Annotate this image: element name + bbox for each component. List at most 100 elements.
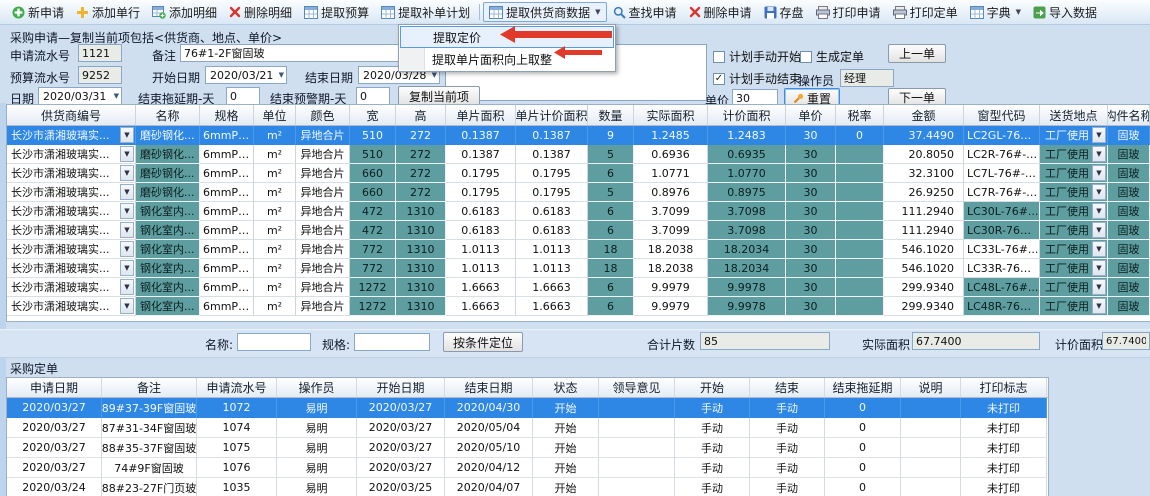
detail-cell[interactable]: 1272	[350, 278, 396, 297]
order-cell[interactable]: 0	[825, 478, 901, 496]
detail-cell[interactable]: 3.7099	[634, 202, 708, 221]
order-cell[interactable]: 1074	[197, 418, 277, 438]
order-cell[interactable]	[599, 458, 675, 478]
detail-cell[interactable]: 工厂使用 ▼	[1040, 183, 1108, 202]
detail-cell[interactable]: 9	[588, 126, 634, 145]
detail-cell[interactable]: 1310	[396, 259, 446, 278]
detail-cell[interactable]: 长沙市潇湘玻璃实... ▼	[7, 202, 136, 221]
detail-cell[interactable]: LC33R-76#...	[964, 259, 1040, 278]
apply-no-field[interactable]	[78, 44, 122, 62]
detail-cell[interactable]: 6mmPLE...	[200, 183, 254, 202]
detail-cell[interactable]: 1.0113	[446, 259, 516, 278]
orders-column-header[interactable]: 状态	[533, 378, 599, 397]
toolbar-button-1[interactable]: 新申请	[6, 2, 70, 22]
detail-cell[interactable]: 18.2034	[708, 259, 786, 278]
detail-cell[interactable]: 299.9340	[884, 278, 964, 297]
detail-cell[interactable]: 固玻	[1108, 202, 1150, 221]
detail-cell[interactable]: LC48R-76#...	[964, 297, 1040, 316]
order-cell[interactable]: 开始	[533, 478, 599, 496]
cell-dropdown-arrow[interactable]: ▼	[120, 260, 134, 276]
budget-no-field[interactable]	[78, 66, 122, 84]
detail-cell[interactable]: 固玻	[1108, 145, 1150, 164]
detail-cell[interactable]: 3.7098	[708, 221, 786, 240]
order-cell[interactable]: 88#35-37F窗固玻	[102, 438, 197, 458]
filter-name-input[interactable]	[237, 333, 311, 351]
order-cell[interactable]	[901, 458, 961, 478]
order-cell[interactable]: 易明	[277, 438, 357, 458]
detail-cell[interactable]: 1.6663	[446, 278, 516, 297]
order-cell[interactable]: 0	[825, 438, 901, 458]
detail-cell[interactable]: 6mmPLE...	[200, 240, 254, 259]
detail-column-header[interactable]: 宽	[350, 105, 396, 125]
order-cell[interactable]: 74#9F窗固玻	[102, 458, 197, 478]
checkbox-generate-order[interactable]: 生成定单	[800, 48, 864, 65]
detail-cell[interactable]: 异地合片	[296, 221, 350, 240]
detail-cell[interactable]: 磨砂钢化...	[136, 183, 200, 202]
order-row[interactable]: 2020/03/27 88#35-37F窗固玻 1075 易明 2020/03/27 20…	[7, 438, 1048, 458]
orders-column-header[interactable]: 打印标志	[961, 378, 1047, 397]
order-cell[interactable]: 2020/03/27	[357, 398, 445, 418]
detail-cell[interactable]: 660	[350, 183, 396, 202]
detail-cell[interactable]: 工厂使用 ▼	[1040, 145, 1108, 164]
detail-cell[interactable]: 异地合片	[296, 240, 350, 259]
detail-cell[interactable]: 18.2038	[634, 240, 708, 259]
filter-spec-input[interactable]	[354, 333, 430, 351]
order-row[interactable]: 2020/03/24 88#23-27F门页玻 1035 易明 2020/03/25 20…	[7, 478, 1048, 496]
detail-column-header[interactable]: 颜色	[296, 105, 350, 125]
detail-cell[interactable]: 固玻	[1108, 259, 1150, 278]
order-cell[interactable]: 2020/03/24	[7, 478, 102, 496]
detail-cell[interactable]: 9.9978	[708, 278, 786, 297]
detail-cell[interactable]	[836, 297, 884, 316]
detail-cell[interactable]: 30	[786, 221, 836, 240]
detail-cell[interactable]: 6mmPLE...	[200, 145, 254, 164]
detail-row[interactable]: 长沙市潇湘玻璃实... ▼ 钢化室内... 6mmPLE... m² 异地合片 472 131…	[7, 221, 1150, 240]
detail-cell[interactable]: 异地合片	[296, 145, 350, 164]
detail-row[interactable]: 长沙市潇湘玻璃实... ▼ 钢化室内... 6mmPLE... m² 异地合片 772 131…	[7, 240, 1150, 259]
order-cell[interactable]: 易明	[277, 478, 357, 496]
checkbox-manual-start[interactable]: 计划手动开始	[713, 48, 801, 65]
detail-cell[interactable]: 30	[786, 202, 836, 221]
order-cell[interactable]: 开始	[533, 438, 599, 458]
detail-column-header[interactable]: 单价	[786, 105, 836, 125]
detail-cell[interactable]: 6mmPLE...	[200, 297, 254, 316]
detail-cell[interactable]: 1310	[396, 278, 446, 297]
checkbox-manual-end[interactable]: ✓ 计划手动结束	[713, 70, 801, 87]
orders-column-header[interactable]: 申请流水号	[197, 378, 277, 397]
detail-cell[interactable]: 钢化室内...	[136, 221, 200, 240]
detail-cell[interactable]: 5	[588, 183, 634, 202]
order-cell[interactable]: 1076	[197, 458, 277, 478]
detail-cell[interactable]: 钢化室内...	[136, 259, 200, 278]
toolbar-button-9[interactable]: 删除申请	[683, 2, 758, 22]
toolbar-button-4[interactable]: 删除明细	[223, 2, 298, 22]
toolbar-button-5[interactable]: 提取预算	[298, 2, 375, 22]
copy-current-button[interactable]: 复制当前项	[398, 86, 480, 106]
detail-column-header[interactable]: 规格	[200, 105, 254, 125]
order-cell[interactable]: 手动	[750, 458, 825, 478]
detail-cell[interactable]: 工厂使用 ▼	[1040, 202, 1108, 221]
detail-column-header[interactable]: 构件名称	[1108, 105, 1150, 125]
orders-column-header[interactable]: 申请日期	[7, 378, 102, 397]
detail-cell[interactable]: 111.2940	[884, 202, 964, 221]
detail-cell[interactable]: m²	[254, 164, 296, 183]
detail-cell[interactable]: 9.9978	[708, 297, 786, 316]
detail-column-header[interactable]: 金额	[884, 105, 964, 125]
order-cell[interactable]: 未打印	[961, 438, 1047, 458]
detail-cell[interactable]: 111.2940	[884, 221, 964, 240]
detail-column-header[interactable]: 名称	[136, 105, 200, 125]
detail-row[interactable]: 长沙市潇湘玻璃实... ▼ 磨砂钢化... 6mmPLE... m² 异地合片 510 272…	[7, 126, 1150, 145]
detail-cell[interactable]: 长沙市潇湘玻璃实... ▼	[7, 164, 136, 183]
detail-cell[interactable]: LC7L-76#-1F0	[964, 164, 1040, 183]
order-cell[interactable]: 手动	[750, 398, 825, 418]
detail-cell[interactable]: 工厂使用 ▼	[1040, 240, 1108, 259]
order-cell[interactable]: 开始	[533, 418, 599, 438]
detail-cell[interactable]: 30	[786, 183, 836, 202]
order-cell[interactable]: 手动	[675, 418, 750, 438]
detail-cell[interactable]: 0.1795	[516, 164, 588, 183]
detail-cell[interactable]	[836, 221, 884, 240]
detail-cell[interactable]	[836, 164, 884, 183]
order-cell[interactable]: 易明	[277, 418, 357, 438]
date-combo[interactable]: 2020/03/31 ▼	[38, 87, 122, 105]
detail-cell[interactable]: 1310	[396, 202, 446, 221]
detail-cell[interactable]: 1.6663	[446, 297, 516, 316]
detail-cell[interactable]	[836, 145, 884, 164]
